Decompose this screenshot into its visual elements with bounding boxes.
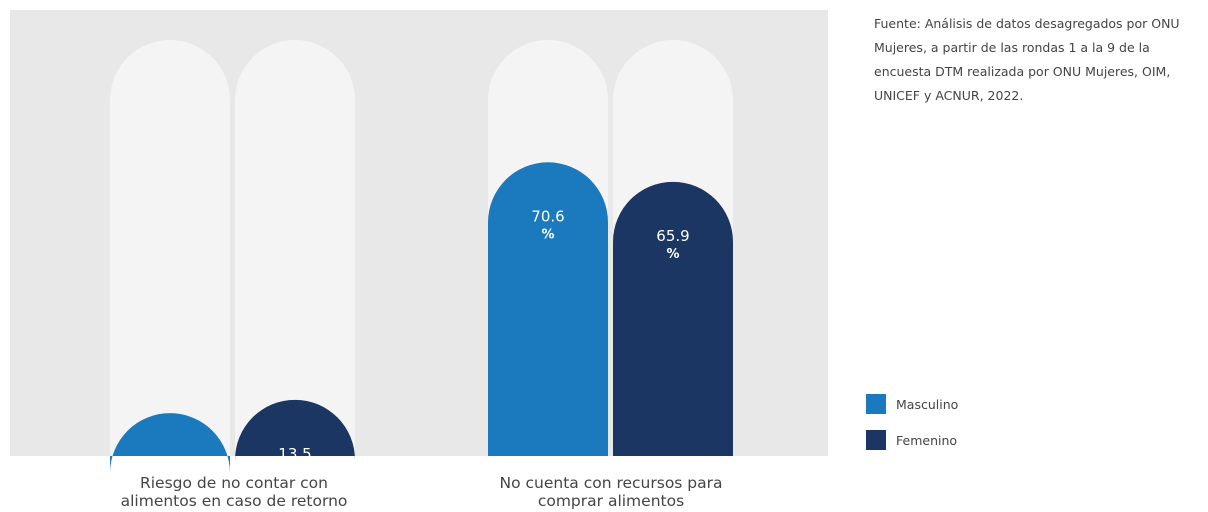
category-label-0-line-1: Riesgo de no contar con — [139, 474, 328, 492]
legend-item-masculino: Masculino — [866, 394, 958, 414]
category-label-1-line-1: No cuenta con recursos para — [499, 474, 723, 492]
category-label-1: No cuenta con recursos para comprar alim… — [461, 474, 761, 510]
bar-track-0-1 — [235, 40, 355, 456]
category-label-1-line-2: comprar alimentos — [537, 492, 685, 510]
data-label-masculino-0: 10.3 — [153, 458, 186, 476]
bar-track-0-0 — [110, 40, 230, 456]
legend-label-femenino: Femenino — [896, 432, 958, 448]
bar-femenino-0 — [235, 399, 356, 460]
category-label-0: Riesgo de no contar con alimentos en cas… — [84, 474, 384, 510]
data-label-masculino-1: 70.6 — [531, 207, 564, 225]
data-unit-femenino-0: % — [288, 465, 301, 480]
legend-swatch-femenino — [866, 430, 886, 450]
data-unit-masculino-1: % — [541, 227, 554, 242]
data-unit-masculino-0: % — [163, 478, 176, 493]
legend-item-femenino: Femenino — [866, 430, 957, 450]
bar-femenino-1 — [613, 181, 733, 456]
data-label-femenino-0: 13.5 — [278, 445, 311, 463]
legend-swatch-masculino — [866, 394, 886, 414]
category-label-0-line-2: alimentos en caso de retorno — [120, 492, 348, 510]
source-note: Fuente: Análisis de datos desagregados p… — [874, 16, 1180, 103]
bar-masculino-1 — [488, 162, 608, 456]
data-label-femenino-1: 65.9 — [656, 227, 689, 245]
data-unit-femenino-1: % — [666, 247, 679, 262]
bar-masculino-0 — [110, 413, 230, 474]
legend-label-masculino: Masculino — [896, 396, 959, 412]
